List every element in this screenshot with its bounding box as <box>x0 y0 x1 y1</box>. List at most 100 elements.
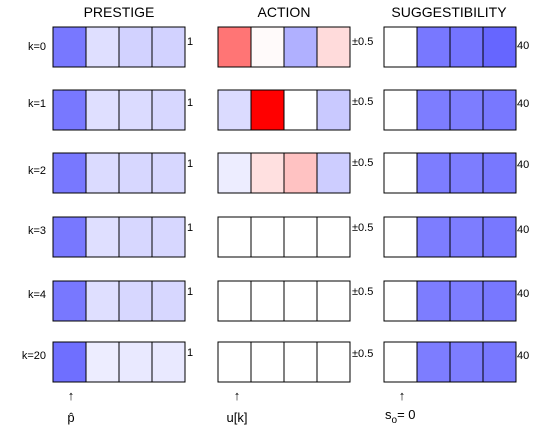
action-cell-r3-c3 <box>316 216 351 258</box>
row-label-k4: k=4 <box>28 289 46 301</box>
action-cell-r1-c2 <box>283 89 318 131</box>
label-suggest-base: s <box>385 407 392 422</box>
scale-action-k1: ±0.5 <box>352 96 373 108</box>
prestige-cell-r0-c3 <box>151 26 186 68</box>
scale-action-k3: ±0.5 <box>352 222 373 234</box>
suggestibility-cell-r5-c2 <box>449 341 484 383</box>
action-cell-r4-c2 <box>283 280 318 322</box>
prestige-cell-r2-c1 <box>85 152 120 194</box>
suggestibility-cell-r1-c0 <box>383 89 418 131</box>
prestige-cell-r0-c2 <box>118 26 153 68</box>
prestige-cell-r3-c2 <box>118 216 153 258</box>
prestige-cell-r5-c0 <box>52 341 87 383</box>
action-cell-r0-c1 <box>250 26 285 68</box>
prestige-cell-r2-c2 <box>118 152 153 194</box>
prestige-cell-r3-c3 <box>151 216 186 258</box>
scale-action-k2: ±0.5 <box>352 157 373 169</box>
action-cell-r5-c0 <box>217 341 252 383</box>
action-cell-r1-c3 <box>316 89 351 131</box>
suggestibility-cell-r2-c2 <box>449 152 484 194</box>
suggestibility-cell-r0-c0 <box>383 26 418 68</box>
row-label-k3: k=3 <box>28 225 46 237</box>
prestige-cell-r1-c2 <box>118 89 153 131</box>
action-cell-r0-c0 <box>217 26 252 68</box>
prestige-cell-r4-c3 <box>151 280 186 322</box>
scale-prestige-k3: 1 <box>187 222 193 234</box>
suggestibility-cell-r1-c2 <box>449 89 484 131</box>
suggestibility-cell-r4-c1 <box>416 280 451 322</box>
scale-suggest-k4: 40 <box>517 288 529 300</box>
row-label-k2: k=2 <box>28 165 46 177</box>
suggestibility-cell-r2-c3 <box>482 152 517 194</box>
row-label-k20: k=20 <box>22 350 46 362</box>
prestige-cell-r0-c0 <box>52 26 87 68</box>
label-suggestibility: so= 0 <box>385 407 416 426</box>
prestige-cell-r2-c0 <box>52 152 87 194</box>
suggestibility-cell-r5-c3 <box>482 341 517 383</box>
title-action: ACTION <box>258 4 311 20</box>
arrow-action-icon: ↑ <box>234 388 241 403</box>
action-cell-r3-c2 <box>283 216 318 258</box>
scale-action-k0: ±0.5 <box>352 36 373 48</box>
action-cell-r2-c0 <box>217 152 252 194</box>
label-prestige: p̂ <box>67 410 74 425</box>
suggestibility-cell-r4-c3 <box>482 280 517 322</box>
scale-suggest-k2: 40 <box>517 159 529 171</box>
suggestibility-cell-r3-c3 <box>482 216 517 258</box>
prestige-cell-r1-c1 <box>85 89 120 131</box>
action-cell-r2-c1 <box>250 152 285 194</box>
suggestibility-cell-r2-c0 <box>383 152 418 194</box>
title-prestige: PRESTIGE <box>84 4 155 20</box>
suggestibility-cell-r4-c0 <box>383 280 418 322</box>
suggestibility-cell-r5-c1 <box>416 341 451 383</box>
action-cell-r4-c0 <box>217 280 252 322</box>
prestige-cell-r4-c0 <box>52 280 87 322</box>
prestige-cell-r1-c0 <box>52 89 87 131</box>
suggestibility-cell-r0-c1 <box>416 26 451 68</box>
action-cell-r0-c2 <box>283 26 318 68</box>
arrow-prestige-icon: ↑ <box>68 388 75 403</box>
scale-action-k20: ±0.5 <box>352 348 373 360</box>
action-cell-r5-c2 <box>283 341 318 383</box>
prestige-cell-r4-c1 <box>85 280 120 322</box>
suggestibility-cell-r1-c1 <box>416 89 451 131</box>
prestige-cell-r0-c1 <box>85 26 120 68</box>
label-action: u[k] <box>227 410 248 425</box>
prestige-cell-r5-c2 <box>118 341 153 383</box>
suggestibility-cell-r0-c2 <box>449 26 484 68</box>
suggestibility-cell-r4-c2 <box>449 280 484 322</box>
suggestibility-cell-r3-c2 <box>449 216 484 258</box>
prestige-cell-r3-c0 <box>52 216 87 258</box>
prestige-cell-r3-c1 <box>85 216 120 258</box>
action-cell-r5-c3 <box>316 341 351 383</box>
action-cell-r0-c3 <box>316 26 351 68</box>
row-label-k1: k=1 <box>28 98 46 110</box>
action-cell-r1-c0 <box>217 89 252 131</box>
action-cell-r4-c1 <box>250 280 285 322</box>
prestige-cell-r4-c2 <box>118 280 153 322</box>
row-label-k0: k=0 <box>28 41 46 53</box>
scale-prestige-k1: 1 <box>187 97 193 109</box>
suggestibility-cell-r3-c1 <box>416 216 451 258</box>
label-suggest-tail: = 0 <box>397 407 415 422</box>
action-cell-r5-c1 <box>250 341 285 383</box>
prestige-cell-r5-c1 <box>85 341 120 383</box>
scale-suggest-k1: 40 <box>517 98 529 110</box>
prestige-cell-r2-c3 <box>151 152 186 194</box>
suggestibility-cell-r0-c3 <box>482 26 517 68</box>
action-cell-r1-c1 <box>250 89 285 131</box>
action-cell-r3-c1 <box>250 216 285 258</box>
scale-suggest-k0: 40 <box>517 40 529 52</box>
scale-action-k4: ±0.5 <box>352 286 373 298</box>
scale-prestige-k4: 1 <box>187 286 193 298</box>
scale-prestige-k2: 1 <box>187 158 193 170</box>
action-cell-r2-c2 <box>283 152 318 194</box>
scale-suggest-k3: 40 <box>517 224 529 236</box>
arrow-suggest-icon: ↑ <box>399 388 406 403</box>
action-cell-r3-c0 <box>217 216 252 258</box>
title-suggestibility: SUGGESTIBILITY <box>391 4 507 20</box>
scale-prestige-k0: 1 <box>187 36 193 48</box>
action-cell-r4-c3 <box>316 280 351 322</box>
prestige-cell-r1-c3 <box>151 89 186 131</box>
